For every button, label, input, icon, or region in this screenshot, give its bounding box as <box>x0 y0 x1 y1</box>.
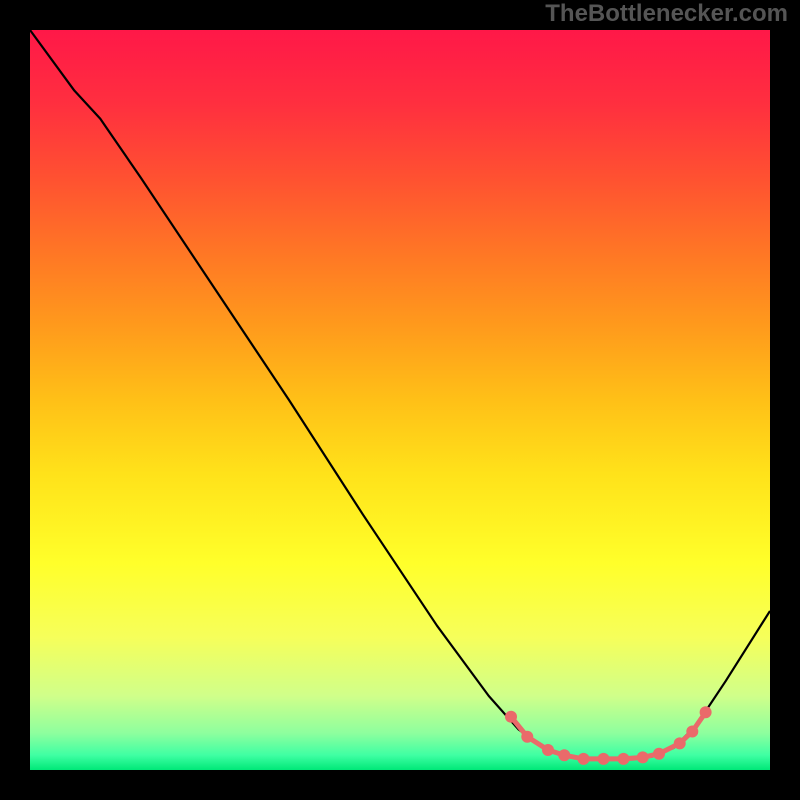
marker-point <box>674 737 686 749</box>
marker-point <box>521 731 533 743</box>
marker-point <box>558 749 570 761</box>
marker-point <box>617 753 629 765</box>
marker-point <box>686 726 698 738</box>
marker-point <box>637 751 649 763</box>
marker-point <box>578 753 590 765</box>
marker-point <box>598 753 610 765</box>
chart-root: TheBottlenecker.com <box>0 0 800 800</box>
attribution-watermark: TheBottlenecker.com <box>545 0 788 28</box>
chart-svg <box>0 0 800 800</box>
marker-point <box>542 744 554 756</box>
marker-point <box>653 748 665 760</box>
marker-point <box>505 711 517 723</box>
marker-point <box>700 706 712 718</box>
plot-background <box>30 30 770 770</box>
